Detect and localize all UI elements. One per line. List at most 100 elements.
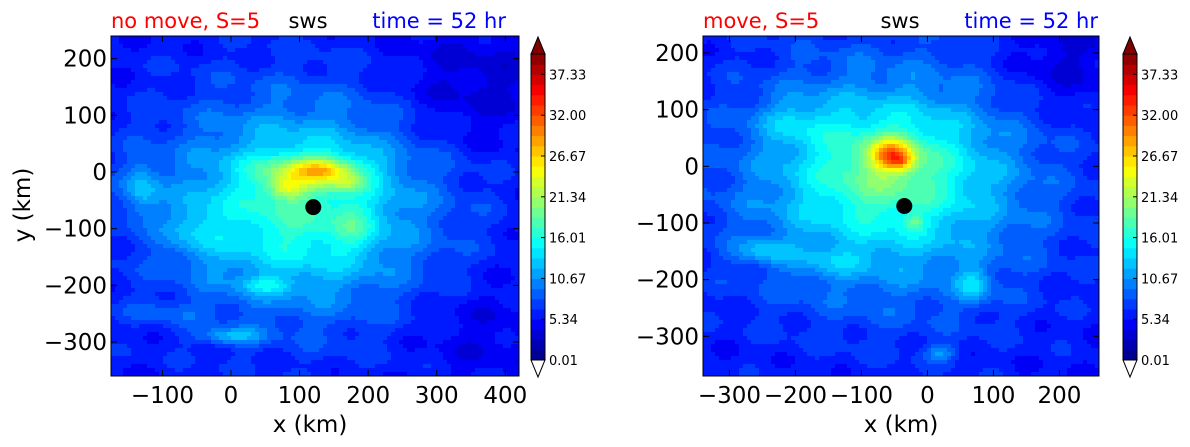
field-cell — [267, 112, 272, 117]
field-cell — [151, 136, 156, 141]
field-cell — [159, 104, 164, 109]
field-cell — [271, 224, 276, 229]
field-cell — [331, 208, 336, 213]
field-cell — [227, 232, 232, 237]
field-cell — [183, 112, 188, 117]
field-cell — [183, 284, 188, 289]
field-cell — [179, 292, 184, 297]
field-cell — [187, 140, 192, 145]
field-cell — [315, 128, 320, 133]
field-cell — [331, 184, 336, 189]
field-cell — [307, 192, 312, 197]
field-cell — [151, 120, 156, 125]
field-cell — [319, 264, 324, 269]
field-cell — [151, 268, 156, 273]
field-cell — [303, 108, 308, 113]
field-cell — [287, 236, 292, 241]
field-cell — [275, 260, 280, 265]
field-cell — [287, 284, 292, 289]
field-cell — [203, 364, 208, 369]
field-cell — [307, 300, 312, 305]
field-cell — [283, 84, 288, 89]
field-cell — [179, 224, 184, 229]
field-cell — [287, 144, 292, 149]
field-cell — [203, 320, 208, 325]
field-cell — [315, 244, 320, 249]
field-cell — [231, 60, 236, 65]
field-cell — [123, 312, 128, 317]
field-cell — [335, 52, 340, 57]
field-cell — [331, 292, 336, 297]
field-cell — [295, 36, 300, 41]
field-cell — [267, 36, 272, 41]
field-cell — [127, 40, 132, 45]
field-cell — [243, 356, 248, 361]
field-cell — [287, 344, 292, 349]
field-cell — [163, 212, 168, 217]
field-cell — [283, 328, 288, 333]
field-cell — [131, 260, 136, 265]
field-cell — [275, 264, 280, 269]
field-cell — [255, 64, 260, 69]
field-cell — [231, 200, 236, 205]
field-cell — [135, 96, 140, 101]
field-cell — [331, 96, 336, 101]
field-cell — [279, 332, 284, 337]
field-cell — [239, 40, 244, 45]
field-cell — [307, 292, 312, 297]
field-cell — [163, 340, 168, 345]
field-cell — [307, 340, 312, 345]
field-cell — [331, 196, 336, 201]
field-cell — [155, 184, 160, 189]
field-cell — [195, 128, 200, 133]
field-cell — [291, 176, 296, 181]
field-cell — [327, 344, 332, 349]
field-cell — [235, 240, 240, 245]
field-cell — [151, 56, 156, 61]
field-cell — [195, 320, 200, 325]
field-cell — [135, 228, 140, 233]
field-cell — [267, 252, 272, 257]
field-cell — [275, 168, 280, 173]
field-cell — [143, 120, 148, 125]
field-cell — [223, 352, 228, 357]
field-cell — [199, 80, 204, 85]
field-cell — [291, 232, 296, 237]
field-cell — [247, 340, 252, 345]
field-cell — [295, 136, 300, 141]
field-cell — [311, 40, 316, 45]
field-cell — [203, 140, 208, 145]
field-cell — [311, 56, 316, 61]
field-cell — [123, 140, 128, 145]
field-cell — [187, 196, 192, 201]
field-cell — [179, 148, 184, 153]
field-cell — [279, 368, 284, 373]
field-cell — [283, 208, 288, 213]
field-cell — [175, 256, 180, 261]
field-cell — [291, 124, 296, 129]
field-cell — [115, 244, 120, 249]
field-cell — [279, 144, 284, 149]
field-cell — [331, 76, 336, 81]
field-cell — [251, 48, 256, 53]
field-cell — [183, 80, 188, 85]
field-cell — [235, 220, 240, 225]
field-cell — [111, 260, 116, 265]
field-cell — [143, 256, 148, 261]
field-cell — [123, 164, 128, 169]
contour-field — [111, 36, 519, 376]
field-cell — [131, 208, 136, 213]
field-cell — [191, 212, 196, 217]
field-cell — [311, 52, 316, 57]
field-cell — [287, 96, 292, 101]
field-cell — [147, 148, 152, 153]
field-cell — [191, 340, 196, 345]
field-cell — [151, 128, 156, 133]
field-cell — [171, 168, 176, 173]
field-cell — [171, 128, 176, 133]
field-cell — [247, 256, 252, 261]
field-cell — [343, 240, 348, 245]
field-cell — [311, 272, 316, 277]
field-cell — [211, 40, 216, 45]
field-cell — [307, 260, 312, 265]
